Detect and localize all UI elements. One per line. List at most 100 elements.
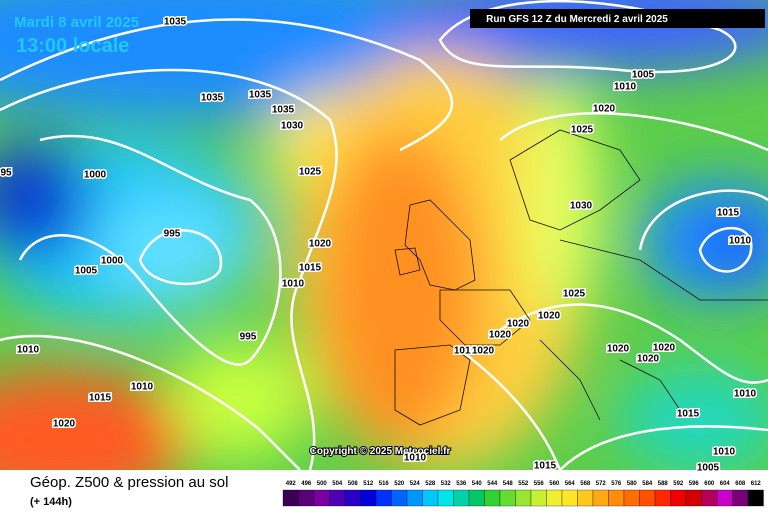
isobar-label: 1010 <box>404 453 427 464</box>
isobar-label: 1010 <box>729 236 752 247</box>
scale-swatch <box>654 489 671 507</box>
isobar-label: 1010 <box>131 382 154 393</box>
isobar-label: 1005 <box>697 463 720 474</box>
isobar-label: 1000 <box>101 256 124 267</box>
isobar-label: 1015 <box>534 461 557 472</box>
scale-label: 596 <box>689 481 700 487</box>
isobar-label: 1015 <box>299 263 322 274</box>
scale-label: 548 <box>503 481 514 487</box>
isobar-label: 1015 <box>717 208 740 219</box>
scale-label: 536 <box>456 481 467 487</box>
scale-swatch <box>422 489 439 507</box>
scale-label: 552 <box>518 481 529 487</box>
scale-swatch <box>530 489 547 507</box>
scale-swatch <box>515 489 532 507</box>
scale-swatch <box>701 489 718 507</box>
copyright: Copyright © 2025 Meteociel.fr <box>310 446 451 457</box>
scale-swatch <box>282 489 299 507</box>
scale-swatch <box>670 489 687 507</box>
isobar-label: 1020 <box>489 330 512 341</box>
scale-label: 612 <box>751 481 762 487</box>
isobar-label: 1020 <box>507 319 530 330</box>
scale-swatch <box>747 489 764 507</box>
scale-label: 500 <box>317 481 328 487</box>
isobar-label: 1015 <box>89 393 112 404</box>
scale-swatch <box>561 489 578 507</box>
scale-swatch <box>685 489 702 507</box>
isobar-label: 1020 <box>593 104 616 115</box>
scale-swatch <box>329 489 346 507</box>
scale-swatch <box>577 489 594 507</box>
scale-swatch <box>360 489 377 507</box>
scale-label: 524 <box>410 481 421 487</box>
isobar-label: 1035 <box>249 90 272 101</box>
scale-label: 496 <box>301 481 312 487</box>
forecast-date: Mardi 8 avril 2025 <box>14 14 139 31</box>
isobar-label: 1020 <box>637 354 660 365</box>
scale-label: 564 <box>565 481 576 487</box>
isobar-label: 995 <box>240 332 257 343</box>
scale-label: 588 <box>658 481 669 487</box>
scale-swatch <box>313 489 330 507</box>
scale-swatch <box>639 489 656 507</box>
scale-swatch <box>716 489 733 507</box>
isobars <box>0 0 768 470</box>
scale-label: 544 <box>487 481 498 487</box>
footer-subtitle: (+ 144h) <box>30 496 72 508</box>
isobar-label: 1020 <box>309 239 332 250</box>
scale-label: 492 <box>286 481 297 487</box>
scale-label: 604 <box>720 481 731 487</box>
forecast-time: 13:00 locale <box>16 35 129 57</box>
isobar-label: 1005 <box>75 266 98 277</box>
run-info: Run GFS 12 Z du Mercredi 2 avril 2025 <box>486 14 668 25</box>
scale-label: 528 <box>425 481 436 487</box>
scale-label: 584 <box>642 481 653 487</box>
scale-swatch <box>546 489 563 507</box>
isobar-label: 1035 <box>201 93 224 104</box>
isobar-label: 95 <box>0 168 12 179</box>
isobar-label: 1010 <box>17 345 40 356</box>
isobar-label: 1020 <box>472 346 495 357</box>
isobar-label: 1020 <box>653 343 676 354</box>
footer-title: Géop. Z500 & pression au sol <box>30 474 228 491</box>
isobar-label: 1000 <box>84 170 107 181</box>
scale-swatch <box>592 489 609 507</box>
scale-swatch <box>406 489 423 507</box>
scale-label: 532 <box>441 481 452 487</box>
scale-swatch <box>732 489 749 507</box>
scale-label: 540 <box>472 481 483 487</box>
isobar-label: 1020 <box>538 311 561 322</box>
scale-swatch <box>484 489 501 507</box>
color-scale: 492 496 500 504 508 512 516 520 524 528 532 536 540 5… <box>282 481 764 507</box>
scale-swatch <box>391 489 408 507</box>
run-banner <box>470 9 765 28</box>
scale-label: 592 <box>673 481 684 487</box>
scale-swatch <box>437 489 454 507</box>
isobar-label: 1025 <box>571 125 594 136</box>
isobar-label: 1015 <box>677 409 700 420</box>
isobar-label: 1020 <box>607 344 630 355</box>
scale-label: 512 <box>363 481 374 487</box>
scale-label: 580 <box>627 481 638 487</box>
scale-label: 504 <box>332 481 343 487</box>
scale-swatch <box>499 489 516 507</box>
coastlines <box>394 129 768 426</box>
isobar-label: 1025 <box>563 289 586 300</box>
isobar-label: 1030 <box>570 201 593 212</box>
isobar-label: 1010 <box>454 346 477 357</box>
scale-label: 508 <box>348 481 359 487</box>
scale-label: 572 <box>596 481 607 487</box>
isobar-label: 1005 <box>632 70 655 81</box>
isobar-label: 1035 <box>164 17 187 28</box>
scale-label: 600 <box>704 481 715 487</box>
scale-label: 520 <box>394 481 405 487</box>
scale-swatch <box>375 489 392 507</box>
isobar-label: 995 <box>164 229 181 240</box>
scale-swatch <box>608 489 625 507</box>
scale-label: 516 <box>379 481 390 487</box>
isobar-label: 1035 <box>272 105 295 116</box>
scale-label: 556 <box>534 481 545 487</box>
isobar-label: 1025 <box>299 167 322 178</box>
